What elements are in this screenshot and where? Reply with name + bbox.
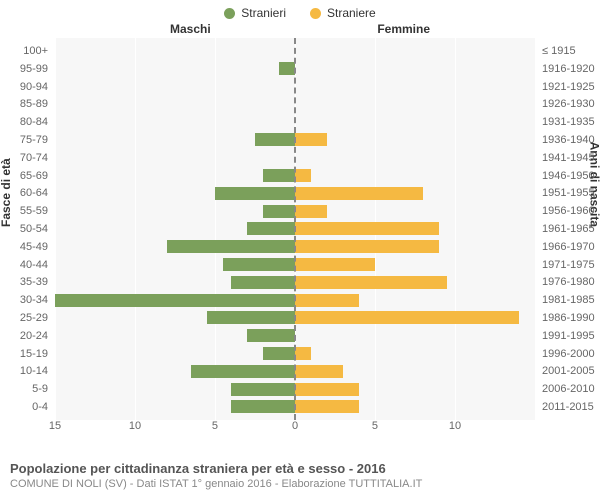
yaxis-left-labels: 100+ 95-99 90-94 85-89 80-84 75-79 70-74 65-69 6… [0,38,52,420]
bar-female [295,205,327,218]
yaxis-right-tick: 1981-1985 [542,294,595,306]
xaxis-tick: 5 [372,420,378,432]
yaxis-left-tick: 15-19 [20,348,48,360]
bar-male [263,169,295,182]
yaxis-right-tick: 2006-2010 [542,383,595,395]
yaxis-left-tick: 30-34 [20,294,48,306]
legend-male-swatch [224,8,235,19]
yaxis-right-tick: 1986-1990 [542,312,595,324]
bar-male [263,205,295,218]
yaxis-left-tick: 25-29 [20,312,48,324]
bar-male [255,133,295,146]
bar-male [191,365,295,378]
bar-male [167,240,295,253]
yaxis-right-tick: 1916-1920 [542,63,595,75]
bar-male [231,276,295,289]
bar-female [295,400,359,413]
yaxis-left-tick: 95-99 [20,63,48,75]
yaxis-left-tick: 100+ [23,45,48,57]
yaxis-right-tick: 1996-2000 [542,348,595,360]
legend-female: Straniere [310,6,376,20]
center-divider [294,38,296,420]
yaxis-right-tick: ≤ 1915 [542,45,576,57]
bar-female [295,169,311,182]
yaxis-left-tick: 85-89 [20,98,48,110]
bar-female [295,133,327,146]
yaxis-right-tick: 1926-1930 [542,98,595,110]
xaxis-tick: 10 [129,420,141,432]
plot-area [55,38,535,420]
bar-male [279,62,295,75]
yaxis-right-tick: 1951-1955 [542,187,595,199]
bar-male [55,294,295,307]
legend-female-label: Straniere [327,6,376,20]
yaxis-left-tick: 40-44 [20,259,48,271]
xaxis: 151050510 [55,420,535,440]
yaxis-right-tick: 1971-1975 [542,259,595,271]
yaxis-right-tick: 1941-1945 [542,152,595,164]
bar-male [231,400,295,413]
yaxis-left-tick: 90-94 [20,81,48,93]
yaxis-left-tick: 10-14 [20,365,48,377]
bar-female [295,383,359,396]
yaxis-right-labels: ≤ 1915 1916-1920 1921-1925 1926-1930 1931-19… [538,38,600,420]
header-male: Maschi [170,22,211,36]
yaxis-right-tick: 1966-1970 [542,241,595,253]
yaxis-left-tick: 75-79 [20,134,48,146]
bar-female [295,276,447,289]
bar-female [295,187,423,200]
bar-male [215,187,295,200]
yaxis-left-tick: 80-84 [20,116,48,128]
bar-male [223,258,295,271]
yaxis-right-tick: 1961-1965 [542,223,595,235]
yaxis-right-tick: 1956-1960 [542,205,595,217]
yaxis-left-tick: 70-74 [20,152,48,164]
legend-male: Stranieri [224,6,286,20]
yaxis-left-tick: 50-54 [20,223,48,235]
yaxis-left-tick: 5-9 [32,383,48,395]
bar-female [295,347,311,360]
yaxis-left-tick: 55-59 [20,205,48,217]
bar-female [295,365,343,378]
yaxis-right-tick: 1931-1935 [542,116,595,128]
yaxis-left-tick: 45-49 [20,241,48,253]
bar-female [295,294,359,307]
yaxis-left-tick: 60-64 [20,187,48,199]
legend-female-swatch [310,8,321,19]
yaxis-left-tick: 65-69 [20,170,48,182]
xaxis-tick: 15 [49,420,61,432]
bar-male [247,222,295,235]
caption: Popolazione per cittadinanza straniera p… [10,461,590,490]
bar-male [207,311,295,324]
legend: Stranieri Straniere [0,0,600,24]
xaxis-tick: 10 [449,420,461,432]
yaxis-left-tick: 0-4 [32,401,48,413]
header-female: Femmine [377,22,430,36]
bar-male [247,329,295,342]
xaxis-tick: 5 [212,420,218,432]
yaxis-right-tick: 1946-1950 [542,170,595,182]
yaxis-right-tick: 1936-1940 [542,134,595,146]
bar-male [231,383,295,396]
yaxis-right-tick: 1921-1925 [542,81,595,93]
bar-female [295,222,439,235]
caption-sub: COMUNE DI NOLI (SV) - Dati ISTAT 1° genn… [10,478,590,490]
caption-title: Popolazione per cittadinanza straniera p… [10,461,590,476]
population-pyramid-chart: Stranieri Straniere Maschi Femmine Fasce… [0,0,600,500]
legend-male-label: Stranieri [241,6,286,20]
bar-female [295,311,519,324]
xaxis-tick: 0 [292,420,298,432]
bar-male [263,347,295,360]
yaxis-right-tick: 1991-1995 [542,330,595,342]
yaxis-right-tick: 1976-1980 [542,276,595,288]
yaxis-right-tick: 2011-2015 [542,401,594,413]
bar-female [295,258,375,271]
gridline [535,38,536,420]
bar-female [295,240,439,253]
yaxis-left-tick: 20-24 [20,330,48,342]
yaxis-right-tick: 2001-2005 [542,365,595,377]
yaxis-left-tick: 35-39 [20,276,48,288]
